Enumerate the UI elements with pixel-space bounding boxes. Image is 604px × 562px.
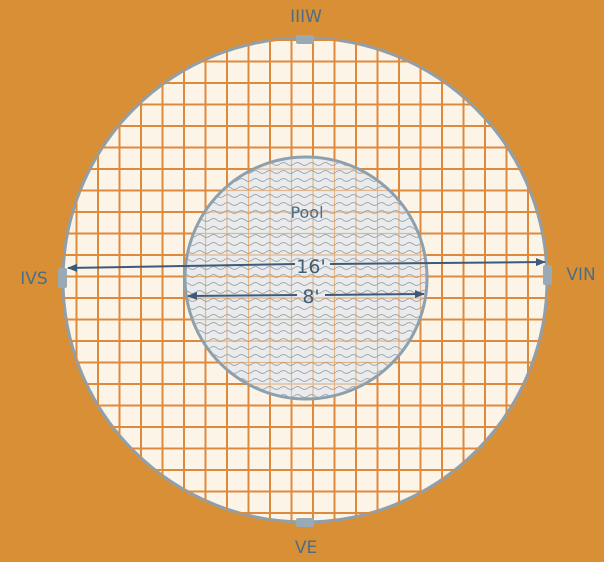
outer-diameter-label: 16'	[296, 256, 325, 278]
label-bottom: VE	[295, 538, 317, 558]
pool-label: Pool	[290, 203, 323, 222]
inner-diameter-arrow-right	[324, 290, 425, 299]
outer-diameter-arrow	[67, 263, 296, 272]
inner-diameter-label: 8'	[302, 286, 319, 308]
tab-marker-top-icon	[296, 35, 314, 44]
tab-marker-bottom-icon	[296, 518, 314, 527]
outer-diameter-arrow-right	[329, 258, 546, 267]
label-left: IVS	[20, 269, 47, 289]
inner-diameter-arrow	[187, 291, 298, 300]
tab-marker-right-icon	[543, 265, 552, 285]
tab-marker-left-icon	[58, 268, 67, 288]
pool	[183, 155, 429, 401]
label-right: VIN	[566, 265, 595, 285]
label-top: IIIW	[290, 7, 322, 27]
